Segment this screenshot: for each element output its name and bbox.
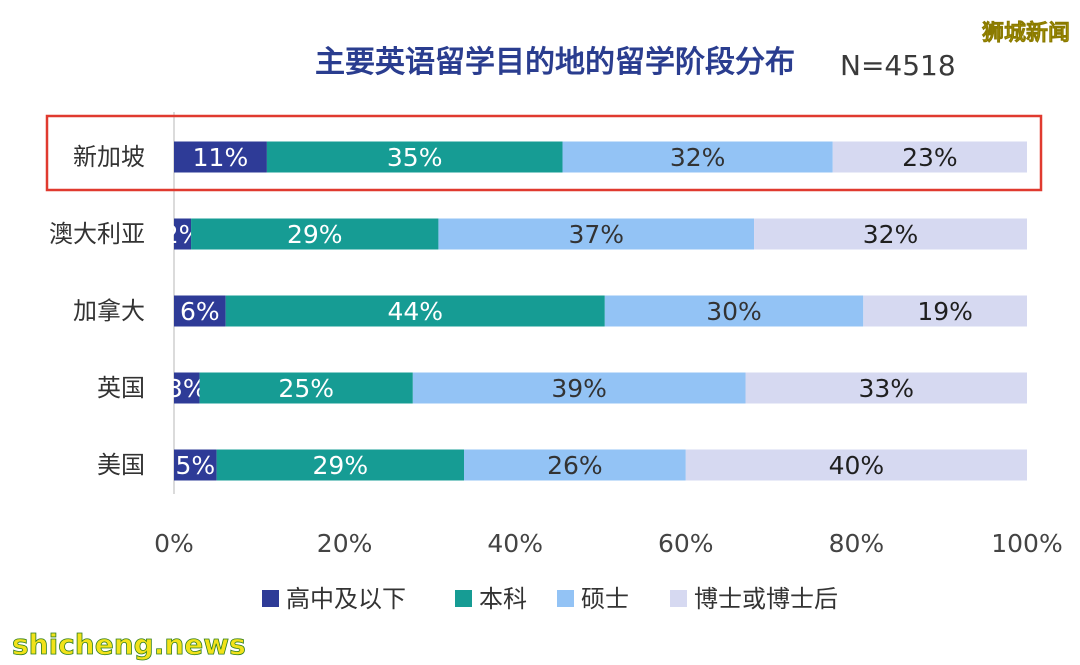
x-tick-label: 20% [317,529,373,558]
legend-swatch [557,590,574,607]
data-label: 19% [917,297,973,326]
bar-segment [199,372,413,404]
bar-segment [191,218,439,250]
bar-segment [174,372,200,404]
watermark-top: 狮城新闻 [982,20,1070,46]
bar-segment [562,141,833,173]
data-label: 33% [858,374,914,403]
bar-segment [754,218,1027,250]
data-label: 29% [313,451,369,480]
x-tick-label: 0% [154,529,194,558]
x-tick-label: 60% [658,529,714,558]
bar-segment [216,449,465,481]
legend: 高中及以下 本科 硕士 博士或博士后 [262,585,838,613]
data-label: 5% [175,451,215,480]
bar-segment [438,218,755,250]
bar-segment [174,141,267,173]
data-label: 30% [706,297,762,326]
bar-segment [225,295,605,327]
data-label: 6% [180,297,220,326]
legend-label: 硕士 [581,585,629,613]
category-label: 美国 [97,451,145,479]
x-tick-label: 80% [829,529,885,558]
data-label: 25% [278,374,334,403]
chart-title: 主要英语留学目的地的留学阶段分布 [315,45,795,80]
data-label: 37% [568,220,624,249]
bar-segment [174,218,192,250]
data-label: 23% [902,143,958,172]
sample-size: N=4518 [840,49,956,82]
data-label: 39% [551,374,607,403]
bar-segment [685,449,1027,481]
bar-segment [412,372,746,404]
legend-label: 高中及以下 [286,585,406,613]
category-label: 新加坡 [73,143,145,171]
bar-segment [832,141,1027,173]
bar-segment [174,449,217,481]
bars-group: 11% 35% 32% 23%2% 29% 37% 32%6% 44% 30% 19%3% 25% 3… [163,141,1027,481]
category-label: 澳大利亚 [49,220,145,248]
data-label: 44% [387,297,443,326]
data-label: 29% [287,220,343,249]
data-label: 32% [863,220,919,249]
legend-swatch [262,590,279,607]
bar-segment [604,295,864,327]
data-label: 26% [547,451,603,480]
legend-swatch [455,590,472,607]
bar-segment [266,141,563,173]
x-tick-label: 40% [487,529,543,558]
data-label: 40% [829,451,885,480]
highlight-frame [45,114,1043,192]
bar-segment [464,449,686,481]
data-label: 32% [670,143,726,172]
category-label: 加拿大 [73,297,145,325]
bar-segment [863,295,1027,327]
legend-label: 本科 [479,585,527,613]
legend-swatch [670,590,687,607]
x-axis-ticks: 0% 20% 40% 60% 80% 100% [154,529,1063,558]
data-label: 11% [193,143,249,172]
data-label: 35% [387,143,443,172]
category-label: 英国 [97,374,145,402]
legend-label: 博士或博士后 [694,585,838,613]
x-tick-label: 100% [991,529,1062,558]
bar-segment [174,295,226,327]
bar-segment [745,372,1027,404]
watermark-bottom: shicheng.news [12,628,246,661]
